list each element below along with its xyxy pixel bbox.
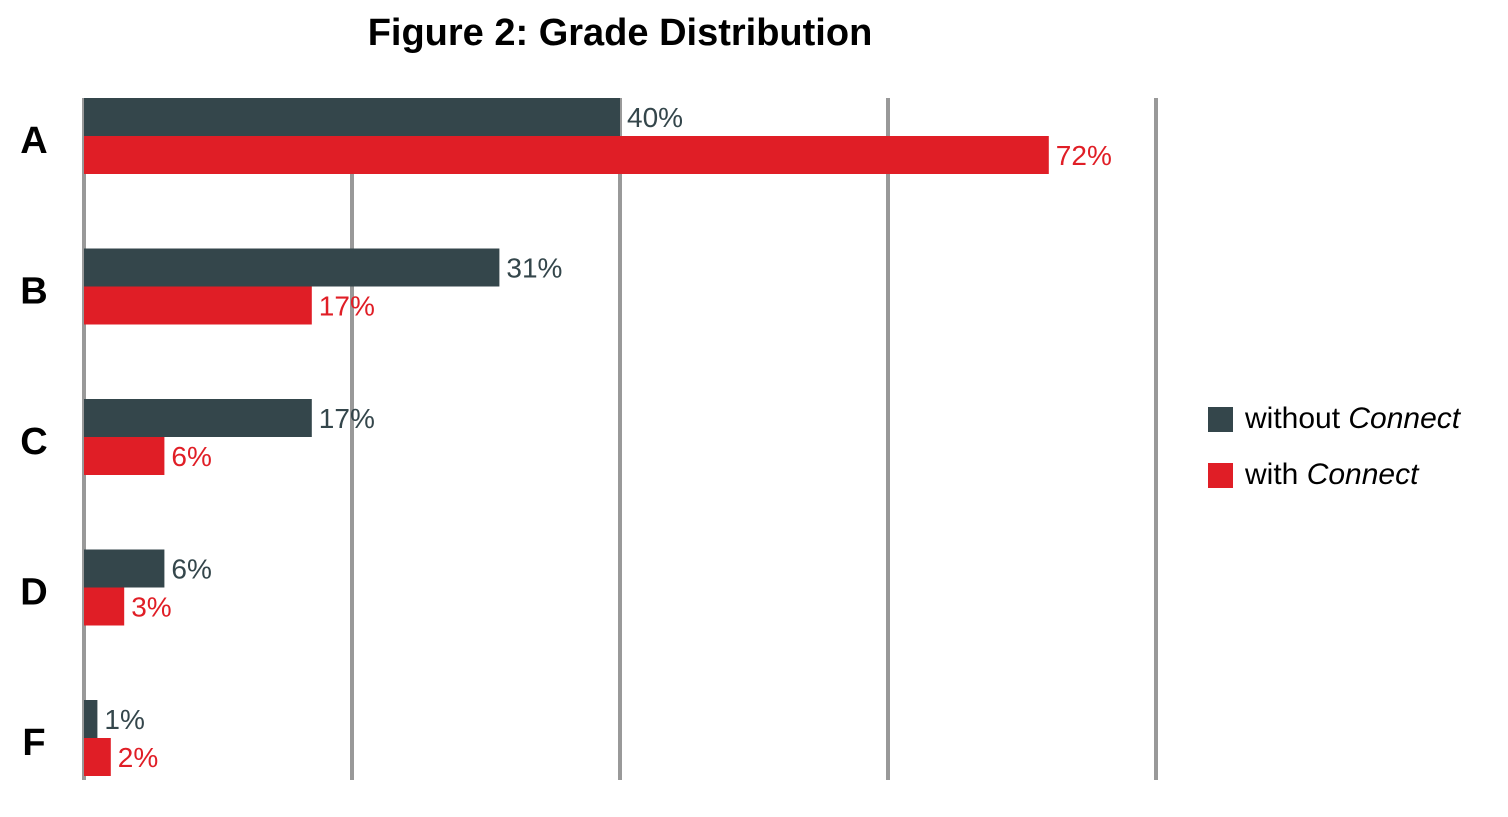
legend-label-with-connect: with Connect [1245, 458, 1419, 491]
data-label: 3% [131, 592, 171, 623]
data-label: 6% [171, 554, 211, 585]
data-label: 40% [627, 102, 683, 133]
category-label: D [20, 572, 47, 614]
data-label: 17% [319, 291, 375, 322]
legend-swatch-without-connect [1208, 406, 1233, 432]
bar [84, 399, 312, 437]
bar [84, 587, 125, 626]
chart-title: Figure 2: Grade Distribution [367, 12, 873, 54]
bar [84, 738, 111, 776]
data-label: 2% [118, 742, 158, 773]
legend-item-with-connect: with Connect [1208, 456, 1460, 494]
category-label: C [20, 421, 47, 463]
data-label: 17% [319, 403, 375, 434]
gridlines [82, 98, 1158, 780]
data-label: 6% [171, 441, 211, 472]
category-label: A [20, 120, 47, 162]
category-label: F [22, 722, 45, 764]
legend: without Connect with Connect [1208, 400, 1460, 512]
data-label: 1% [104, 704, 144, 735]
bar [84, 136, 1049, 174]
legend-item-without-connect: without Connect [1208, 400, 1460, 438]
data-label: 31% [506, 253, 562, 284]
data-label: 72% [1056, 140, 1112, 171]
bar [84, 98, 620, 136]
legend-swatch-with-connect [1208, 462, 1233, 488]
bar [84, 248, 500, 287]
bar [84, 437, 165, 475]
category-label: B [20, 271, 47, 313]
bars [84, 98, 1049, 776]
category-labels: A B C D F [20, 120, 47, 764]
bar [84, 700, 98, 738]
bar [84, 286, 312, 325]
data-labels: 40%72%31%17%17%6%6%3%1%2% [104, 102, 1111, 773]
legend-label-without-connect: without Connect [1245, 402, 1461, 435]
bar [84, 549, 165, 588]
